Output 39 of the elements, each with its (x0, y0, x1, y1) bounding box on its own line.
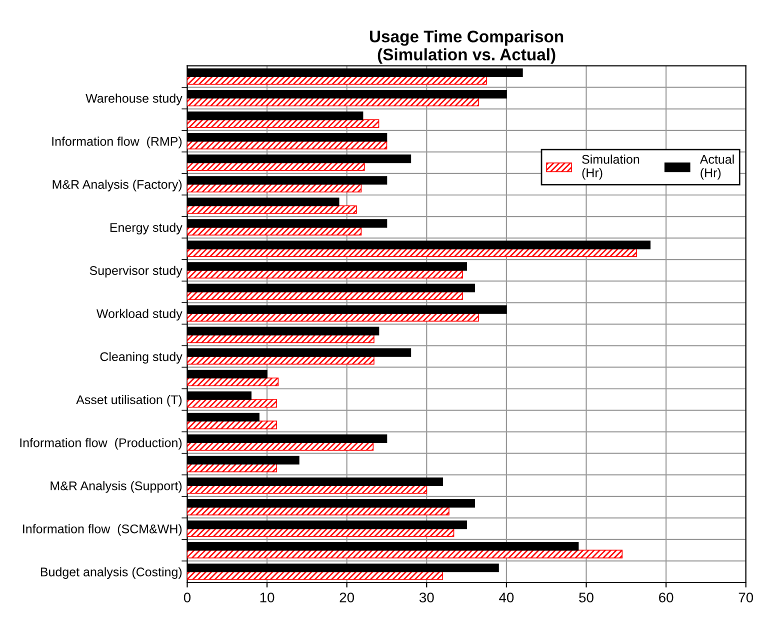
x-tick-label: 0 (184, 592, 191, 602)
bar (187, 140, 388, 150)
y-tick-label: Supervisor study (90, 266, 182, 278)
bar (187, 464, 278, 472)
legend-label: Actual (Hr) (700, 154, 734, 180)
y-tick-label: M&R Analysis (Factory) (52, 180, 182, 192)
x-tick-label: 40 (499, 592, 514, 602)
y-tick-label: Information flow (RMP) (52, 136, 182, 148)
bar (187, 119, 380, 128)
y-tick-label: Budget analysis (Costing) (40, 567, 182, 579)
bar (187, 205, 357, 214)
x-tick-label: 60 (659, 592, 674, 602)
chart-title: Usage Time Comparison (Simulation vs. Actual) (370, 30, 564, 64)
y-tick-label: Information flow (Production) (20, 438, 182, 450)
bar (187, 571, 444, 580)
bar (187, 550, 623, 558)
y-tick-label: Energy study (110, 222, 182, 234)
x-tick-label: 10 (260, 592, 274, 602)
bar (187, 184, 362, 192)
bar (187, 226, 362, 236)
bar (187, 399, 278, 408)
bar (187, 248, 637, 257)
y-tick-label: Workload study (96, 308, 182, 321)
bar (187, 76, 487, 85)
y-tick-label: Cleaning study (100, 352, 182, 364)
y-tick-label: Information flow (SCM&WH) (23, 524, 182, 536)
x-tick-label: 30 (419, 592, 434, 602)
legend-label: Simulation (Hr) (582, 154, 640, 180)
x-tick-label: 20 (340, 592, 354, 602)
x-tick-label: 50 (579, 592, 594, 602)
bar (187, 528, 454, 537)
bar (187, 162, 365, 171)
x-tick-label: 70 (738, 592, 754, 602)
y-tick-label: M&R Analysis (Support) (50, 481, 182, 493)
bar (187, 506, 450, 516)
y-tick-label: Warehouse study (86, 94, 182, 106)
bar (187, 98, 479, 106)
bar (187, 485, 428, 494)
y-tick-label: Asset utilisation (T) (76, 394, 182, 407)
